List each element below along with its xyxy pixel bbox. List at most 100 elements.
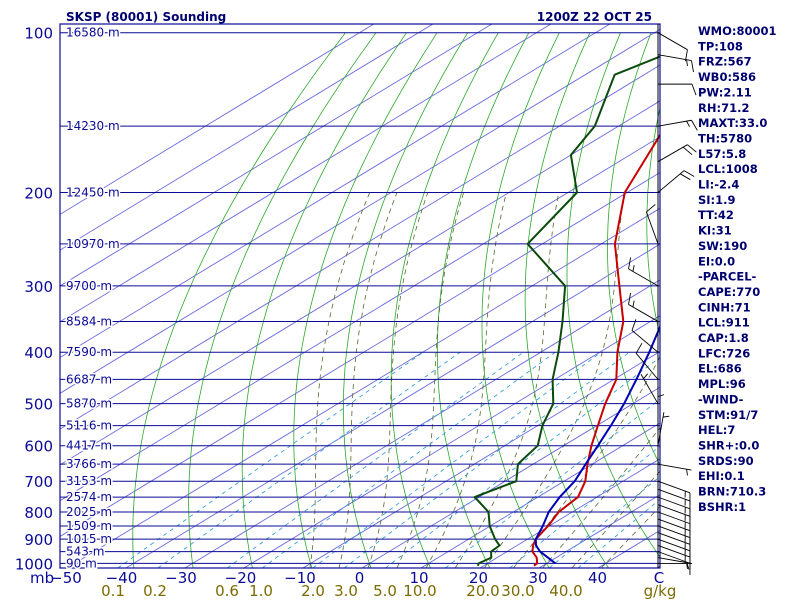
height-label: 5870 m (66, 397, 112, 411)
station-title: SKSP (80001) Sounding (66, 10, 226, 24)
index-value: KI:31 (698, 224, 732, 238)
mixing-ratio-line (577, 498, 660, 568)
moist-adiabat-line (513, 355, 660, 568)
index-value: MPL:96 (698, 377, 746, 391)
barb-shaft (657, 557, 692, 564)
height-label: 12450 m (66, 185, 120, 199)
barb-shaft (657, 551, 691, 564)
index-value: TH:5780 (698, 131, 752, 145)
height-label: 543 m (66, 545, 104, 559)
isotherm-line (302, 350, 660, 568)
barb-shaft (657, 463, 692, 471)
pressure-tick-label: 500 (24, 396, 53, 414)
isotherm-line (420, 422, 660, 568)
index-value: SW:190 (698, 239, 747, 253)
barb-shaft (657, 32, 688, 51)
mixing-ratio-line (549, 475, 660, 568)
barb-shaft (628, 304, 659, 322)
mixing-ratio-line (343, 351, 630, 568)
dry-adiabat-line (566, 32, 660, 558)
height-label: 90 m (66, 556, 97, 570)
pressure-tick-label: 100 (24, 25, 53, 43)
temperature-unit-label: C (654, 569, 664, 587)
isotherm-line (60, 24, 611, 359)
temperature-tick-label: −50 (50, 569, 82, 587)
temperature-tick-label: −10 (284, 569, 316, 587)
temperature-tick-label: −20 (225, 569, 257, 587)
isotherm-line (361, 386, 660, 568)
height-label: 4417 m (66, 439, 112, 453)
height-label: 16580 m (66, 26, 120, 40)
wind-barb (657, 391, 665, 426)
temperature-tick-label: −40 (106, 569, 138, 587)
dry-adiabat-line (646, 106, 660, 338)
valid-time: 1200Z 22 OCT 25 (537, 10, 652, 24)
wind-barb (640, 373, 659, 404)
wind-barb (657, 557, 692, 569)
barb-shaft (628, 268, 659, 287)
index-value: TP:108 (698, 39, 743, 53)
temperature-tick-label: 20 (469, 569, 488, 587)
barb-shaft (640, 373, 659, 404)
height-label: 1509 m (66, 519, 112, 533)
index-value: SRDS:90 (698, 454, 754, 468)
wind-barb (645, 204, 659, 245)
index-value: FRZ:567 (698, 55, 752, 69)
parcel-line (534, 324, 660, 565)
isotherm-line (66, 207, 660, 568)
wind-barb (628, 292, 659, 322)
mixing-ratio-tick-label: 0.2 (143, 582, 167, 600)
height-label: 8584 m (66, 314, 112, 328)
wind-barb (657, 144, 697, 163)
mixing-ratio-tick-label: 5.0 (373, 582, 397, 600)
mixing-ratio-tick-label: 3.0 (334, 582, 358, 600)
temperature-tick-label: 10 (409, 569, 428, 587)
pressure-tick-label: 300 (24, 278, 53, 296)
index-value: CAPE:770 (698, 285, 760, 299)
mixing-ratio-tick-label: 10.0 (403, 582, 436, 600)
barb-shaft (657, 480, 691, 494)
index-value: LCL:1008 (698, 162, 758, 176)
wind-barb (657, 170, 695, 193)
index-value: BSHR:1 (698, 500, 746, 514)
isotherm-line (60, 24, 375, 215)
dry-adiabat-line (390, 32, 499, 568)
index-value: CINH:71 (698, 300, 751, 314)
mixing-ratio-tick-label: 40.0 (549, 582, 582, 600)
mixing-ratio-line (262, 351, 556, 568)
sounding-profiles (473, 55, 660, 567)
barb-shaft (657, 144, 688, 163)
moist-adiabat-line (338, 192, 398, 568)
height-label: 3766 m (66, 457, 112, 471)
barb-shaft (657, 119, 692, 127)
mixing-ratio-line (312, 351, 602, 568)
wind-barb (657, 463, 692, 476)
barb-shaft (645, 211, 659, 245)
index-value: PW:2.11 (698, 85, 752, 99)
barb-flag (628, 257, 632, 269)
index-value: CAP:1.8 (698, 331, 749, 345)
wind-barb (657, 54, 694, 73)
height-label: 3153 m (66, 474, 112, 488)
wind-barb (631, 319, 659, 353)
barb-flag (683, 170, 695, 177)
wind-barb (657, 480, 691, 505)
barb-flag (631, 319, 637, 331)
barb-shaft (657, 488, 691, 502)
moist-adiabat-line (483, 192, 625, 568)
index-value: L57:5.8 (698, 147, 746, 161)
barb-flag (679, 173, 691, 181)
barb-half-flag (632, 300, 635, 308)
wind-barb (635, 342, 659, 380)
mixing-ratio-line (117, 351, 424, 568)
barb-flag (691, 120, 698, 131)
dewpoint-line (473, 55, 660, 567)
mixing-ratio-line (157, 351, 461, 568)
barb-shaft (657, 518, 691, 532)
isotherm-line (60, 24, 493, 287)
barb-flag (691, 83, 697, 96)
index-value: -WIND- (698, 392, 744, 406)
index-value: HEL:7 (698, 423, 735, 437)
height-label: 1015 m (66, 532, 112, 546)
